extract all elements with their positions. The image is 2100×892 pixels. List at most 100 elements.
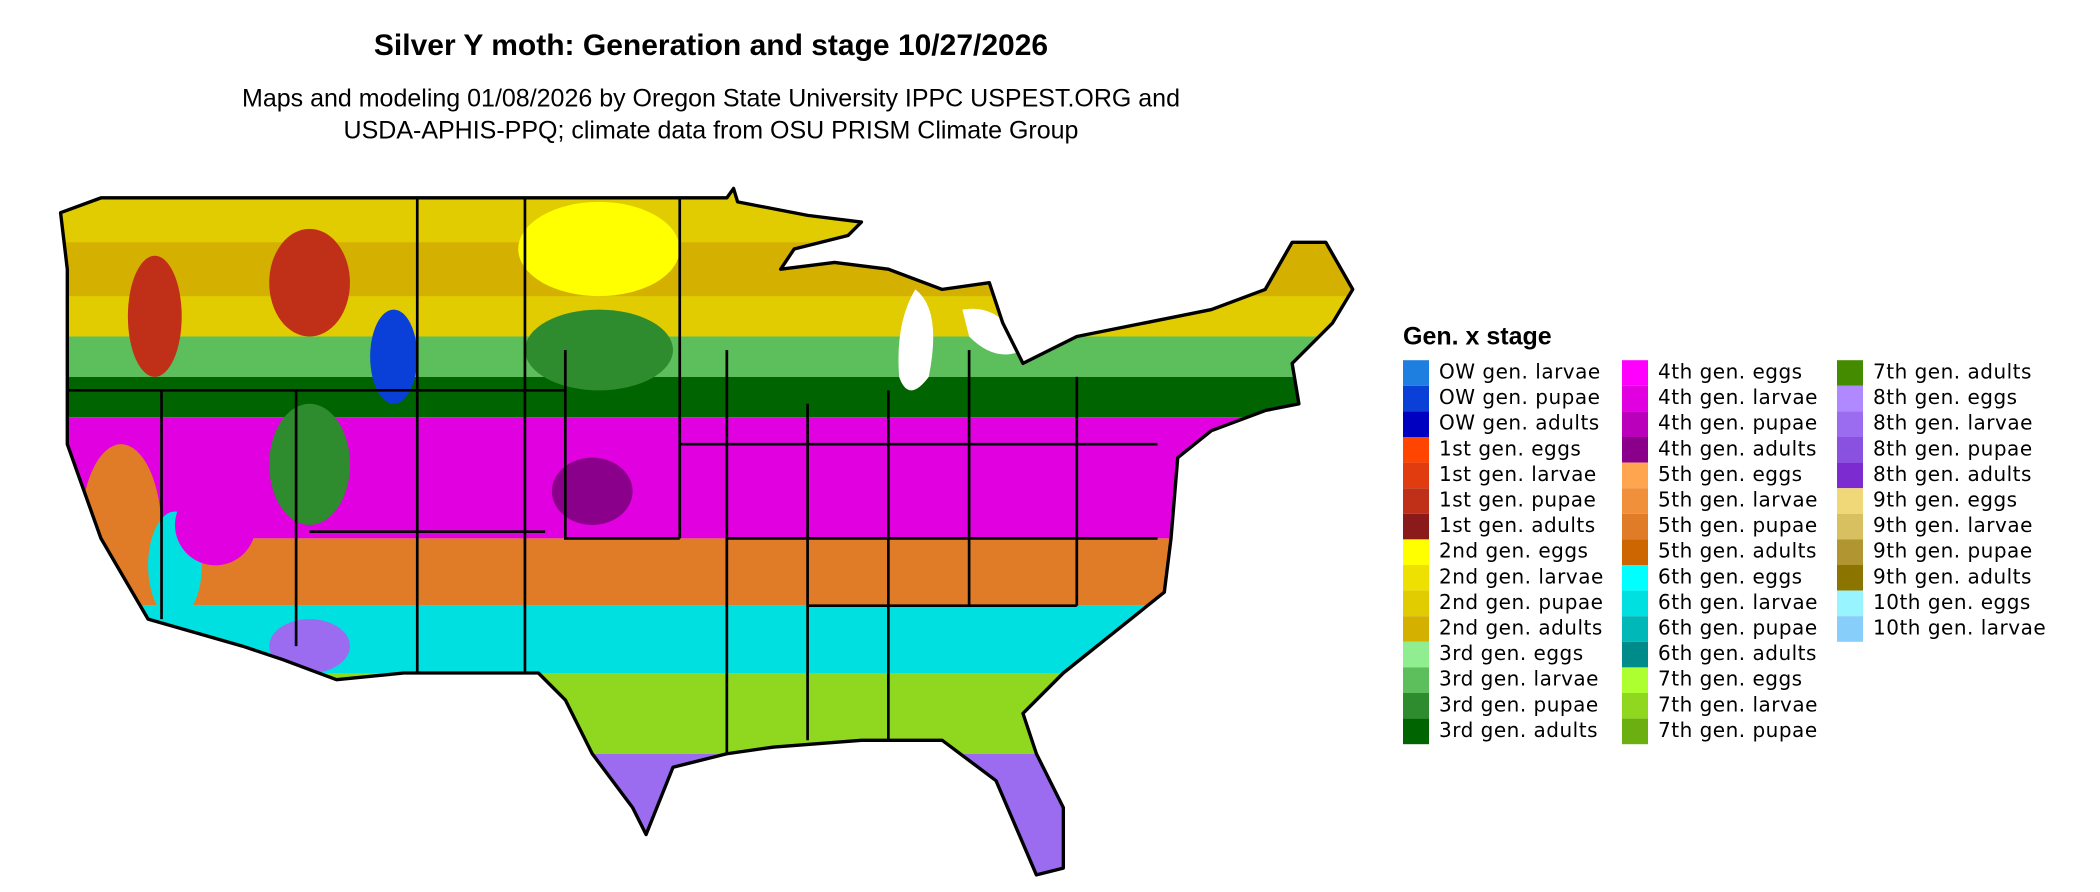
lake (898, 289, 934, 391)
legend-label: 3rd gen. larvae (1439, 667, 1599, 691)
map-zone (80, 444, 162, 620)
legend-swatch (1403, 411, 1429, 437)
legend-swatch (1622, 488, 1648, 514)
legend-label: OW gen. larvae (1439, 360, 1601, 384)
legend-swatch (1403, 539, 1429, 565)
legend-label: 4th gen. larvae (1658, 385, 1818, 409)
legend-swatch (1403, 513, 1429, 540)
map-zone (370, 309, 418, 404)
map-title: Silver Y moth: Generation and stage 10/2… (374, 29, 1048, 62)
legend-label: 8th gen. adults (1873, 462, 2032, 486)
map-zone (269, 228, 350, 337)
legend-label: 8th gen. eggs (1873, 385, 2018, 409)
legend-label: OW gen. pupae (1439, 385, 1600, 409)
map-zone (60, 242, 1353, 297)
legend-label: 4th gen. adults (1658, 436, 1817, 460)
legend-label: 5th gen. larvae (1658, 488, 1818, 512)
legend-swatch (1403, 693, 1429, 719)
legend-swatch (1622, 360, 1648, 386)
legend-swatch (1837, 513, 1863, 540)
legend-swatch (1622, 693, 1648, 719)
map-zone (60, 605, 1353, 673)
legend-swatch (1622, 565, 1648, 591)
legend-label: 3rd gen. pupae (1439, 692, 1599, 716)
legend-swatch (1837, 565, 1863, 591)
legend-label: 5th gen. pupae (1658, 513, 1818, 537)
legend-swatch (1622, 641, 1648, 668)
legend-label: 8th gen. larvae (1873, 411, 2033, 435)
us-map (58, 186, 1355, 877)
legend-label: 7th gen. larvae (1658, 692, 1818, 716)
legend-title: Gen. x stage (1403, 323, 1552, 351)
legend-label: 2nd gen. eggs (1439, 539, 1588, 563)
legend-label: 9th gen. adults (1873, 564, 2032, 588)
map-zone (524, 309, 673, 391)
legend-swatch (1622, 667, 1648, 693)
legend-swatch (1403, 360, 1429, 386)
legend-swatch (1403, 641, 1429, 668)
legend-label: 1st gen. larvae (1439, 462, 1597, 486)
subtitle-line: Maps and modeling 01/08/2026 by Oregon S… (242, 85, 1180, 113)
legend-label: 6th gen. adults (1658, 641, 1817, 665)
legend-swatch (1622, 539, 1648, 565)
legend-label: 9th gen. pupae (1873, 539, 2033, 563)
us-outline (58, 186, 1355, 877)
legend-swatch (1403, 488, 1429, 514)
legend-label: 1st gen. pupae (1439, 488, 1596, 512)
lake (962, 308, 1023, 355)
map-zone (551, 457, 633, 525)
legend-swatch (1622, 718, 1648, 745)
legend-swatch (1622, 462, 1648, 489)
legend-label: OW gen. adults (1439, 411, 1600, 435)
legend-label: 2nd gen. larvae (1439, 564, 1604, 588)
legend-swatch (1837, 590, 1863, 617)
map-zone (174, 484, 256, 566)
legend-swatch (1403, 718, 1429, 745)
legend-swatch (1837, 488, 1863, 514)
legend-swatch (1837, 385, 1863, 412)
legend-swatch (1837, 616, 1863, 642)
state-borders (67, 197, 1158, 754)
legend-label: 7th gen. adults (1873, 360, 2032, 384)
legend-swatch (1403, 667, 1429, 693)
legend-label: 10th gen. larvae (1873, 616, 2046, 640)
legend-swatch (1837, 462, 1863, 489)
legend-swatch (1403, 590, 1429, 617)
map-zone (60, 376, 1353, 418)
legend-label: 5th gen. eggs (1658, 462, 1803, 486)
legend-label: 7th gen. eggs (1658, 667, 1803, 691)
legend-swatch (1837, 437, 1863, 463)
legend-label: 6th gen. eggs (1658, 564, 1803, 588)
legend-label: 6th gen. larvae (1658, 590, 1818, 614)
legend-swatch (1403, 462, 1429, 489)
legend-label: 1st gen. eggs (1439, 436, 1581, 460)
map-zone (269, 619, 350, 673)
map-zone (60, 538, 1353, 606)
legend-label: 4th gen. pupae (1658, 411, 1818, 435)
map-zone (60, 673, 1353, 754)
legend-label: 5th gen. adults (1658, 539, 1817, 563)
legend-swatch (1403, 385, 1429, 412)
legend-swatch (1403, 616, 1429, 642)
legend-swatch (1837, 539, 1863, 565)
subtitle-line: USDA-APHIS-PPQ; climate data from OSU PR… (344, 117, 1079, 145)
map-zone (60, 336, 1353, 377)
legend-label: 7th gen. pupae (1658, 718, 1818, 742)
legend-swatch (1622, 590, 1648, 617)
legend-swatch (1622, 437, 1648, 463)
legend-label: 3rd gen. adults (1439, 718, 1598, 742)
legend-label: 8th gen. pupae (1873, 436, 2033, 460)
legend-label: 1st gen. adults (1439, 513, 1596, 537)
legend-swatch (1837, 411, 1863, 437)
legend-swatch (1622, 411, 1648, 437)
map-zone (60, 753, 1353, 875)
legend-swatch (1403, 565, 1429, 591)
legend-label: 9th gen. eggs (1873, 488, 2018, 512)
map-zone (127, 255, 182, 377)
legend-swatch (1622, 513, 1648, 540)
legend-swatch (1622, 385, 1648, 412)
legend-swatch (1622, 616, 1648, 642)
legend-swatch (1837, 360, 1863, 386)
